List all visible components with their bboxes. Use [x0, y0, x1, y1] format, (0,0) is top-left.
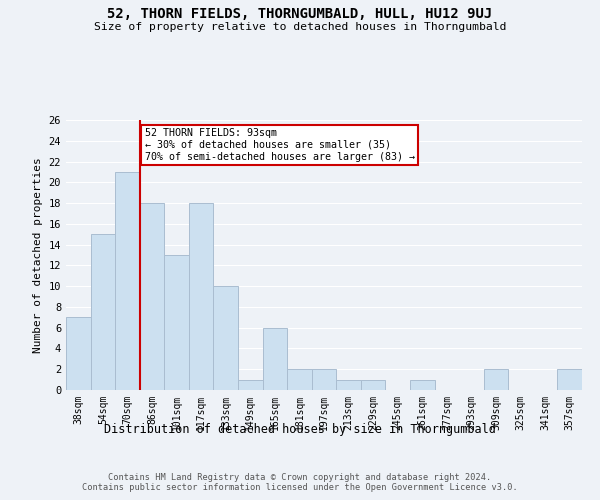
Bar — [263, 328, 287, 390]
Bar — [91, 234, 115, 390]
Bar — [410, 380, 434, 390]
Text: Size of property relative to detached houses in Thorngumbald: Size of property relative to detached ho… — [94, 22, 506, 32]
Bar — [361, 380, 385, 390]
Text: 52, THORN FIELDS, THORNGUMBALD, HULL, HU12 9UJ: 52, THORN FIELDS, THORNGUMBALD, HULL, HU… — [107, 8, 493, 22]
Text: 52 THORN FIELDS: 93sqm
← 30% of detached houses are smaller (35)
70% of semi-det: 52 THORN FIELDS: 93sqm ← 30% of detached… — [145, 128, 415, 162]
Bar — [164, 255, 189, 390]
Bar — [140, 203, 164, 390]
Bar — [484, 369, 508, 390]
Bar — [214, 286, 238, 390]
Bar — [115, 172, 140, 390]
Bar — [312, 369, 336, 390]
Bar — [557, 369, 582, 390]
Text: Distribution of detached houses by size in Thorngumbald: Distribution of detached houses by size … — [104, 422, 496, 436]
Text: Contains HM Land Registry data © Crown copyright and database right 2024.
Contai: Contains HM Land Registry data © Crown c… — [82, 473, 518, 492]
Bar — [66, 318, 91, 390]
Bar — [189, 203, 214, 390]
Y-axis label: Number of detached properties: Number of detached properties — [33, 157, 43, 353]
Bar — [287, 369, 312, 390]
Bar — [238, 380, 263, 390]
Bar — [336, 380, 361, 390]
